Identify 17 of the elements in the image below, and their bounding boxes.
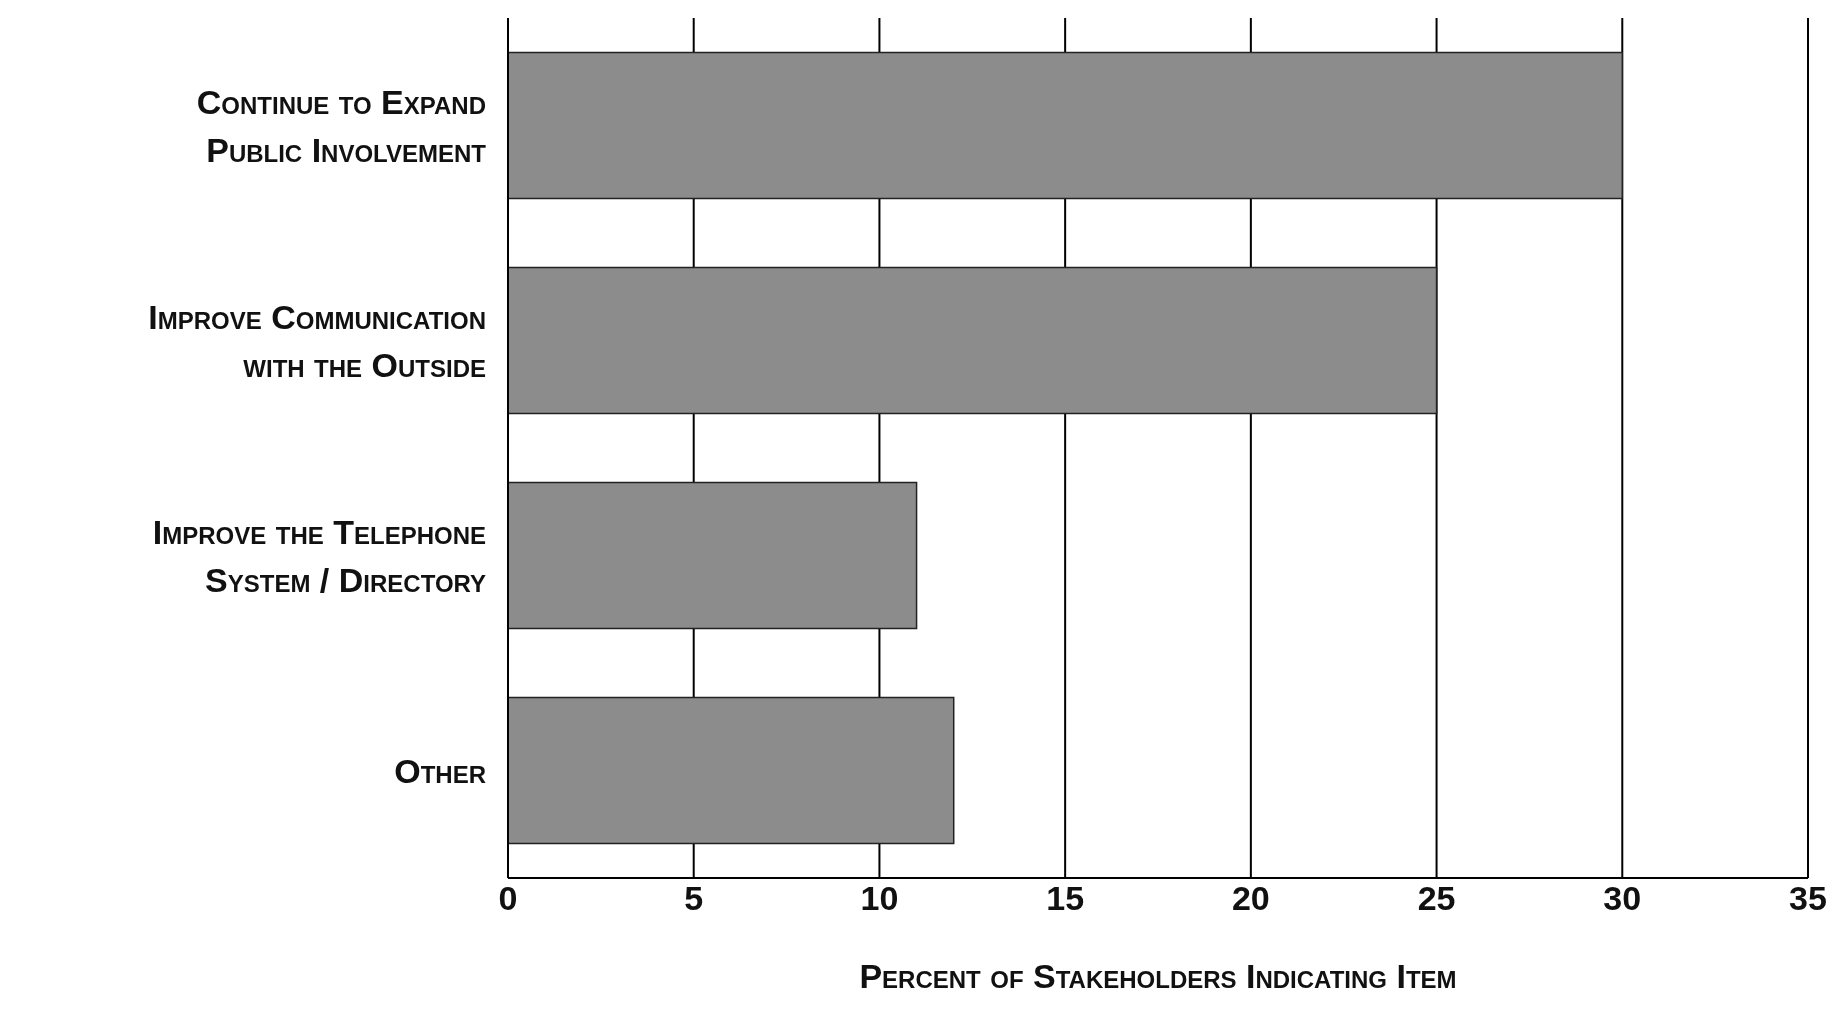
x-axis-title: Percent of Stakeholders Indicating Item	[859, 957, 1457, 995]
x-tick-label: 0	[498, 879, 518, 918]
y-tick-label: Continue to Expand Public Involvement	[196, 82, 487, 169]
bar	[508, 51, 1624, 200]
x-tick-label: 10	[860, 879, 899, 918]
x-tick-label: 30	[1603, 879, 1642, 918]
bar	[508, 696, 955, 845]
x-tick-label: 35	[1789, 879, 1827, 918]
bar	[508, 266, 1438, 415]
x-tick-label: 20	[1231, 879, 1270, 918]
x-tick-label: 5	[684, 879, 704, 918]
bar	[508, 481, 918, 630]
x-tick-label: 25	[1417, 879, 1456, 918]
y-tick-label: Other	[394, 751, 486, 790]
x-tick-label: 15	[1046, 879, 1085, 918]
y-tick-label: Improve Communication with the Outside	[148, 297, 486, 384]
y-tick-label: Improve the Telephone System / Directory	[152, 512, 486, 599]
